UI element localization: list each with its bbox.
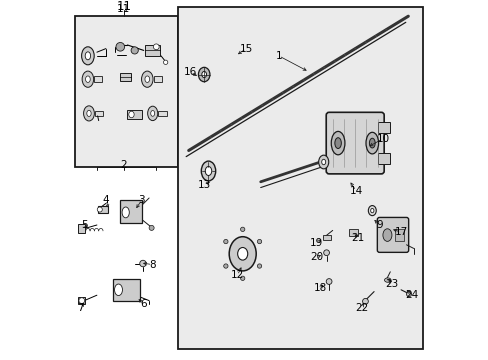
- Ellipse shape: [382, 229, 391, 242]
- Ellipse shape: [141, 71, 153, 87]
- Bar: [95, 111, 103, 116]
- Text: 6: 6: [140, 299, 147, 309]
- Bar: [377, 153, 389, 164]
- Ellipse shape: [144, 76, 149, 82]
- Ellipse shape: [365, 132, 378, 154]
- Circle shape: [140, 260, 146, 267]
- Bar: [127, 110, 142, 119]
- Circle shape: [240, 227, 244, 231]
- Text: 19: 19: [309, 238, 323, 248]
- Ellipse shape: [83, 106, 94, 121]
- Ellipse shape: [114, 284, 122, 296]
- Circle shape: [406, 292, 411, 297]
- Bar: [94, 76, 102, 82]
- Text: 5: 5: [81, 220, 87, 230]
- Circle shape: [362, 298, 367, 304]
- Bar: [98, 206, 107, 213]
- Text: 16: 16: [183, 67, 197, 77]
- Ellipse shape: [87, 110, 91, 117]
- Text: 20: 20: [309, 252, 323, 262]
- Ellipse shape: [81, 47, 94, 65]
- Bar: [377, 122, 389, 133]
- Bar: [120, 73, 131, 81]
- Text: 17: 17: [394, 227, 407, 237]
- Text: 21: 21: [350, 233, 364, 243]
- Bar: [158, 111, 167, 116]
- Text: 10: 10: [376, 134, 389, 144]
- Circle shape: [97, 207, 102, 212]
- Ellipse shape: [318, 155, 328, 169]
- Text: 7: 7: [77, 303, 84, 313]
- Bar: [394, 229, 403, 241]
- Text: 13: 13: [198, 180, 211, 190]
- Circle shape: [325, 279, 331, 284]
- Ellipse shape: [321, 159, 325, 165]
- FancyBboxPatch shape: [377, 217, 408, 252]
- Circle shape: [240, 276, 244, 280]
- Ellipse shape: [370, 208, 373, 213]
- Circle shape: [149, 225, 154, 230]
- Bar: [78, 224, 85, 233]
- Circle shape: [223, 264, 227, 268]
- Circle shape: [223, 239, 227, 244]
- Bar: [178, 7, 422, 349]
- Circle shape: [79, 298, 84, 303]
- Circle shape: [257, 239, 261, 244]
- Text: 24: 24: [405, 290, 418, 300]
- Ellipse shape: [384, 278, 390, 282]
- Ellipse shape: [368, 138, 374, 148]
- Ellipse shape: [367, 206, 375, 216]
- Bar: [120, 200, 142, 223]
- Bar: [75, 16, 178, 167]
- Text: 11: 11: [116, 0, 131, 13]
- Bar: [78, 297, 85, 304]
- Circle shape: [153, 44, 159, 50]
- Bar: [145, 45, 160, 56]
- Text: 12: 12: [230, 270, 244, 280]
- Text: 15: 15: [239, 44, 252, 54]
- Text: 3: 3: [138, 195, 145, 205]
- Text: 22: 22: [354, 303, 367, 313]
- Text: 18: 18: [313, 283, 326, 293]
- Text: 9: 9: [375, 220, 382, 230]
- FancyBboxPatch shape: [325, 112, 384, 174]
- Circle shape: [257, 264, 261, 268]
- Ellipse shape: [85, 76, 90, 82]
- Ellipse shape: [128, 111, 134, 118]
- Bar: [113, 279, 140, 301]
- Ellipse shape: [330, 131, 344, 155]
- Circle shape: [323, 250, 329, 256]
- Ellipse shape: [150, 111, 154, 116]
- Ellipse shape: [205, 166, 211, 175]
- Text: 2: 2: [121, 160, 127, 170]
- Ellipse shape: [237, 248, 247, 260]
- Ellipse shape: [334, 138, 341, 148]
- Text: 14: 14: [349, 186, 362, 196]
- Text: 1: 1: [275, 51, 282, 61]
- Ellipse shape: [147, 106, 158, 121]
- Ellipse shape: [201, 161, 215, 181]
- Circle shape: [116, 42, 124, 51]
- Bar: [153, 76, 162, 82]
- Text: 8: 8: [149, 260, 156, 270]
- Ellipse shape: [202, 71, 206, 77]
- Ellipse shape: [82, 71, 94, 87]
- Circle shape: [131, 47, 138, 54]
- Ellipse shape: [229, 237, 256, 271]
- Text: 11: 11: [117, 4, 130, 14]
- Ellipse shape: [122, 207, 129, 218]
- Text: 23: 23: [385, 279, 398, 289]
- Bar: [348, 229, 357, 236]
- Bar: [322, 235, 330, 240]
- Circle shape: [163, 60, 167, 64]
- Ellipse shape: [198, 67, 209, 82]
- Ellipse shape: [85, 52, 90, 60]
- Text: 4: 4: [102, 195, 109, 205]
